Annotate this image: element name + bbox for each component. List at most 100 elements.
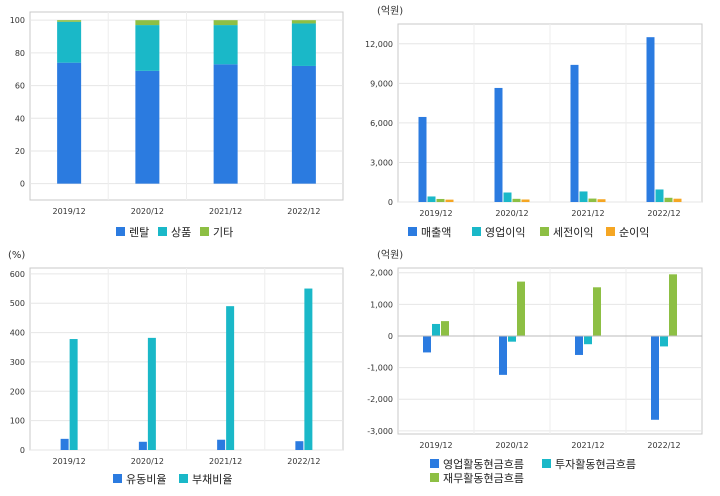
legend-label: 기타 xyxy=(213,226,233,239)
bar xyxy=(655,189,664,202)
legend-swatch xyxy=(542,459,551,468)
bar xyxy=(651,335,659,420)
y-tick-label: -1,000 xyxy=(367,364,393,373)
bar xyxy=(441,321,449,336)
y-tick-label: 9,000 xyxy=(370,79,393,88)
x-tick-label: 2022/12 xyxy=(287,207,320,216)
bar xyxy=(213,25,238,65)
bar xyxy=(69,339,78,450)
y-tick-label: 300 xyxy=(10,358,25,367)
bar xyxy=(423,335,431,353)
legend-swatch xyxy=(113,474,122,483)
bar xyxy=(304,288,313,450)
legend-swatch xyxy=(408,227,417,236)
chart-1: 0 20 40 60 80 100 2019/12 2020/12 2021/12 2022/12… xyxy=(10,11,344,239)
legend-swatch xyxy=(606,227,615,236)
bar xyxy=(135,20,160,26)
y-tick-label: -2,000 xyxy=(367,395,393,404)
y-tick-label: 80 xyxy=(15,49,25,58)
chart-4: -3,000 -2,000 -1,000 0 1,000 2,000 2019/12 2020… xyxy=(367,249,703,485)
x-tick-label: 2019/12 xyxy=(419,209,452,218)
x-tick-label: 2022/12 xyxy=(287,457,320,466)
bar xyxy=(508,335,516,342)
bar xyxy=(445,199,454,202)
y-tick-label: 12,000 xyxy=(365,40,393,49)
unit-label: (억원) xyxy=(377,249,403,261)
legend-label: 순이익 xyxy=(619,226,649,239)
bar xyxy=(503,192,512,202)
legend-label: 세전이익 xyxy=(553,226,593,239)
y-tick-label: -3,000 xyxy=(367,427,393,436)
legend-label: 렌탈 xyxy=(129,226,149,239)
bar xyxy=(664,197,673,202)
x-tick-label: 2020/12 xyxy=(495,209,528,218)
bar xyxy=(660,335,668,347)
legend-swatch xyxy=(540,227,549,236)
bar xyxy=(593,287,601,336)
x-tick-label: 2021/12 xyxy=(209,457,242,466)
x-tick-label: 2020/12 xyxy=(131,457,164,466)
bar xyxy=(60,438,69,450)
bar xyxy=(57,20,82,22)
bar xyxy=(291,20,316,24)
chart-3: 0 100 200 300 400 500 600 2019/12 2020/12 2021/12… xyxy=(8,250,344,486)
y-tick-label: 0 xyxy=(20,180,25,189)
legend-swatch xyxy=(200,227,209,236)
bar xyxy=(427,196,436,202)
x-tick-label: 2021/12 xyxy=(209,207,242,216)
unit-label: (%) xyxy=(8,250,25,261)
bar xyxy=(597,199,606,202)
bar xyxy=(57,21,82,63)
bar xyxy=(226,306,235,450)
y-tick-label: 200 xyxy=(10,387,25,396)
legend-label: 재무활동현금흐름 xyxy=(443,471,524,485)
x-tick-label: 2022/12 xyxy=(647,209,680,218)
bar xyxy=(646,37,655,203)
legend-label: 유동비율 xyxy=(126,473,166,486)
y-tick-label: 100 xyxy=(10,417,25,426)
bar xyxy=(575,335,583,355)
bar xyxy=(512,198,521,202)
bar xyxy=(291,65,316,184)
bar xyxy=(436,198,445,202)
legend-swatch xyxy=(158,227,167,236)
bar xyxy=(295,441,304,450)
x-tick-label: 2020/12 xyxy=(495,441,528,450)
legend-swatch xyxy=(430,473,439,482)
x-tick-label: 2021/12 xyxy=(571,209,604,218)
bar xyxy=(57,62,82,184)
legend-label: 투자활동현금흐름 xyxy=(555,457,636,471)
legend-label: 매출액 xyxy=(421,226,451,239)
bar xyxy=(213,64,238,184)
legend-label: 영업이익 xyxy=(485,226,525,239)
y-tick-label: 3,000 xyxy=(370,158,393,167)
legend-label: 부채비율 xyxy=(192,473,232,486)
x-tick-label: 2019/12 xyxy=(419,441,452,450)
legend-label: 영업활동현금흐름 xyxy=(443,457,524,471)
bar xyxy=(418,116,427,202)
bar xyxy=(432,323,440,336)
y-tick-label: 20 xyxy=(15,147,25,156)
legend-label: 상품 xyxy=(171,226,191,239)
bar xyxy=(673,198,682,202)
y-tick-label: 0 xyxy=(388,332,393,341)
bar xyxy=(138,441,147,450)
chart-2: 0 3,000 6,000 9,000 12,000 2019/12 2020/12 2021… xyxy=(365,5,703,239)
x-tick-label: 2020/12 xyxy=(131,207,164,216)
y-tick-label: 600 xyxy=(10,270,25,279)
bar xyxy=(213,20,238,26)
unit-label: (억원) xyxy=(377,5,403,17)
bar xyxy=(570,64,579,202)
y-tick-label: 100 xyxy=(10,16,25,25)
y-tick-label: 6,000 xyxy=(370,119,393,128)
x-tick-label: 2019/12 xyxy=(53,207,86,216)
bar xyxy=(499,335,507,375)
bar xyxy=(584,335,592,345)
y-tick-label: 60 xyxy=(15,82,25,91)
bar xyxy=(217,439,226,450)
y-tick-label: 40 xyxy=(15,114,25,123)
bar xyxy=(517,281,525,336)
x-tick-label: 2022/12 xyxy=(647,441,680,450)
bar xyxy=(669,274,677,336)
y-tick-label: 2,000 xyxy=(370,269,393,278)
